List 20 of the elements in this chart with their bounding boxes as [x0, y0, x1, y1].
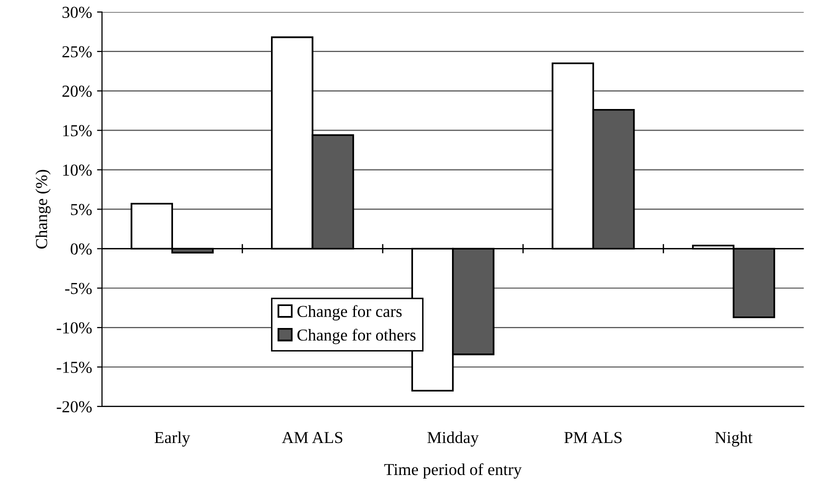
- legend-label: Change for cars: [297, 305, 402, 320]
- y-tick-label: 25%: [62, 46, 92, 58]
- y-tick-label: 15%: [63, 125, 92, 136]
- x-tick-label: Midday: [427, 431, 479, 447]
- x-axis-title: Time period of entry: [384, 463, 522, 479]
- y-tick-label: -15%: [56, 362, 92, 374]
- y-tick-label: 30%: [62, 6, 92, 18]
- x-tick-label: Night: [715, 431, 752, 447]
- x-tick-label: Early: [154, 431, 190, 447]
- y-tick-label: 0%: [70, 243, 92, 255]
- y-tick-label: -5%: [65, 282, 92, 294]
- y-tick-label: 20%: [62, 86, 92, 97]
- y-tick-label: 10%: [63, 164, 92, 176]
- y-tick-label: 5%: [71, 204, 92, 216]
- y-axis-title: Change (%): [35, 170, 51, 249]
- x-tick-label: PM ALS: [564, 432, 622, 444]
- x-tick-label: AM ALS: [282, 432, 342, 444]
- y-tick-label: -10%: [56, 322, 92, 334]
- y-tick-label: -20%: [56, 401, 92, 412]
- legend-label: Change for others: [297, 328, 416, 344]
